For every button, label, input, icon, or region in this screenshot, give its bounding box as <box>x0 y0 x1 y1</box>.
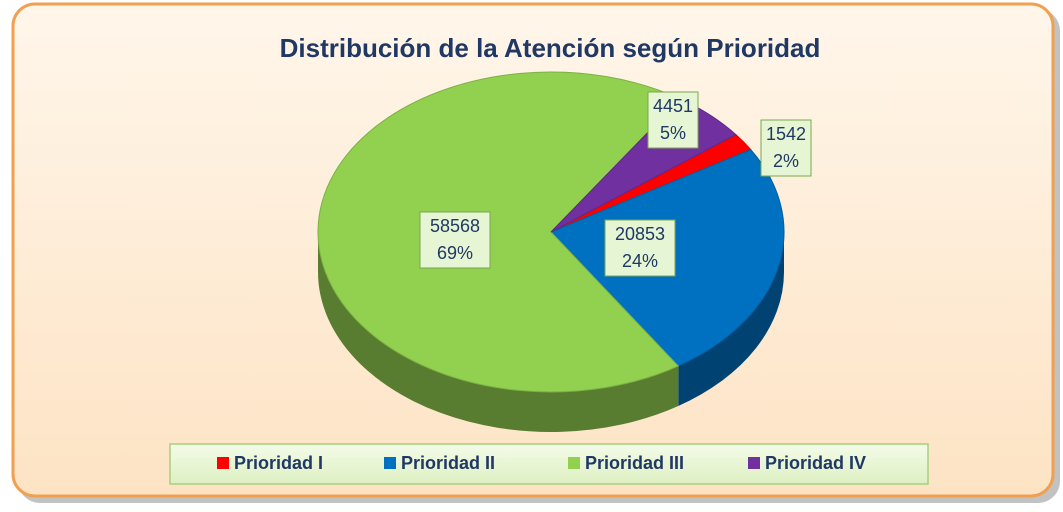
data-label-box <box>419 211 491 269</box>
data-label-value: 4451 <box>653 96 693 116</box>
slice-side <box>678 232 784 407</box>
data-label-box <box>760 119 812 177</box>
legend <box>169 443 929 485</box>
legend-label: Prioridad II <box>401 453 495 473</box>
legend-swatch <box>217 457 229 469</box>
legend-label: Prioridad III <box>585 453 684 473</box>
data-label-value: 20853 <box>615 224 665 244</box>
slice-side <box>318 232 679 432</box>
legend-label: Prioridad I <box>234 453 323 473</box>
legend-swatch <box>568 457 580 469</box>
data-label-percent: 69% <box>437 243 473 263</box>
data-label-percent: 24% <box>622 251 658 271</box>
data-label-percent: 2% <box>773 151 799 171</box>
legend-swatch <box>384 457 396 469</box>
legend-label: Prioridad IV <box>765 453 866 473</box>
data-label-value: 1542 <box>766 124 806 144</box>
data-label-percent: 5% <box>660 123 686 143</box>
data-label-box <box>647 91 699 149</box>
legend-swatch <box>748 457 760 469</box>
chart-title: Distribución de la Atención según Priori… <box>280 33 821 63</box>
data-label-value: 58568 <box>430 216 480 236</box>
data-label-box <box>604 219 676 277</box>
slice <box>317 71 682 393</box>
